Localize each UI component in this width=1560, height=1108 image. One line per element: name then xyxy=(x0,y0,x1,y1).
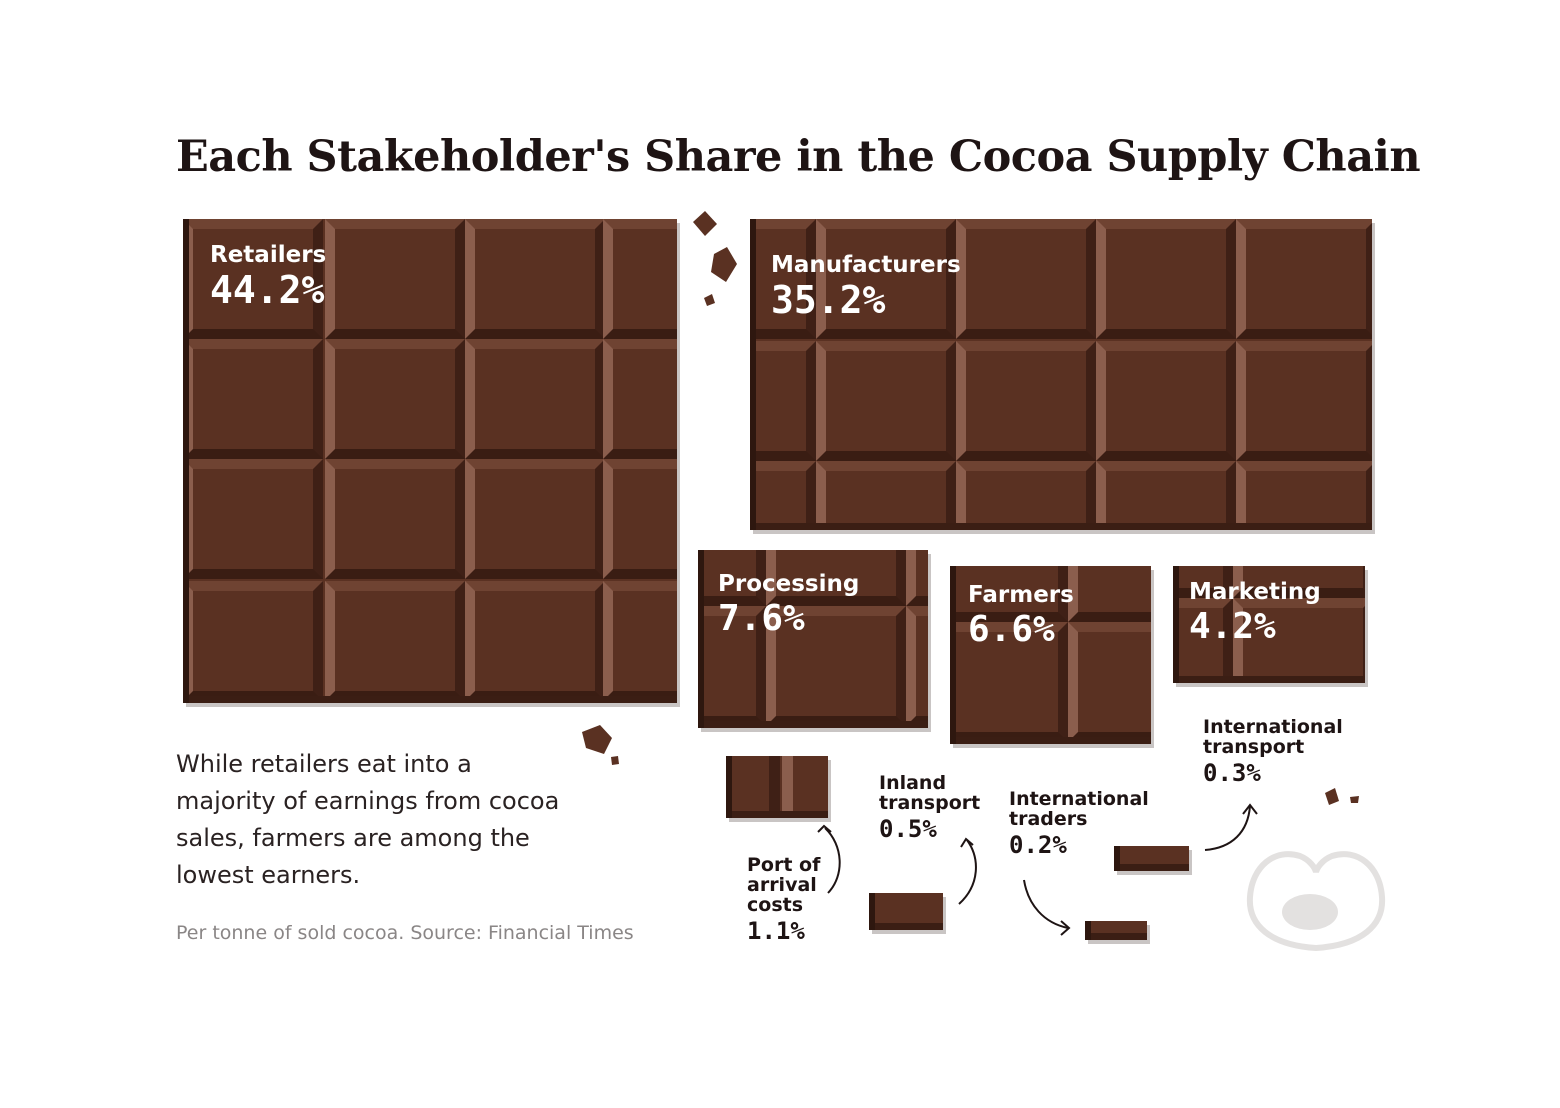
chocolate-piece-port-of-arrival xyxy=(726,756,780,818)
curved-arrow-icon xyxy=(817,803,1258,936)
chocolate-piece-manufacturers xyxy=(1096,219,1236,339)
label-processing-name: Processing xyxy=(718,571,860,597)
chocolate-piece-retailers xyxy=(325,339,465,459)
chocolate-piece-farmers xyxy=(950,566,1068,622)
label-port-of-arrival-name: Port of arrival costs xyxy=(747,854,821,916)
chocolate-piece-processing xyxy=(766,550,906,606)
chocolate-piece-manufacturers xyxy=(816,341,956,461)
bar-marketing xyxy=(1173,566,1365,683)
chocolate-piece-processing xyxy=(698,550,766,606)
chocolate-piece-manufacturers xyxy=(816,461,956,530)
bar-farmers xyxy=(950,566,1151,744)
label-farmers-name: Farmers xyxy=(968,582,1074,608)
label-farmers: Farmers 6.6% xyxy=(968,582,1074,651)
chocolate-piece-inland-transport xyxy=(869,893,943,930)
subtitle: While retailers eat into a majority of e… xyxy=(176,750,560,889)
chocolate-piece-retailers xyxy=(325,219,465,339)
chocolate-piece-manufacturers xyxy=(956,219,1096,339)
label-processing-value: 7.6% xyxy=(718,598,805,640)
chocolate-piece-retailers xyxy=(603,339,677,459)
bar-inland-transport xyxy=(869,893,943,930)
chocolate-piece-manufacturers xyxy=(1236,219,1372,339)
chocolate-piece-processing xyxy=(766,606,906,726)
chocolate-piece-manufacturers xyxy=(750,341,816,461)
chocolate-piece-retailers xyxy=(183,339,323,459)
label-marketing: Marketing 4.2% xyxy=(1189,579,1321,648)
chocolate-piece-farmers xyxy=(1068,622,1151,742)
chocolate-piece-manufacturers xyxy=(750,219,816,339)
chocolate-piece-port-of-arrival xyxy=(782,756,828,818)
chocolate-piece-marketing xyxy=(1233,598,1365,683)
chocolate-piece-retailers xyxy=(183,459,323,579)
chocolate-piece-retailers xyxy=(603,459,677,579)
label-international-traders-value: 0.2% xyxy=(1009,831,1067,859)
label-marketing-name: Marketing xyxy=(1189,579,1321,605)
bar-retailers xyxy=(183,219,677,703)
chocolate-piece-international-traders xyxy=(1085,921,1147,940)
label-retailers-name: Retailers xyxy=(210,242,327,268)
chocolate-piece-manufacturers xyxy=(750,461,816,530)
chocolate-piece-retailers xyxy=(603,219,677,339)
label-international-traders-name: International traders xyxy=(1009,788,1149,830)
label-inland-transport-name: Inland transport xyxy=(879,772,981,814)
chocolate-piece-farmers xyxy=(950,622,1068,742)
label-port-of-arrival: Port of arrival costs 1.1% xyxy=(747,854,857,945)
label-marketing-value: 4.2% xyxy=(1189,606,1276,648)
source-note: Per tonne of sold cocoa. Source: Financi… xyxy=(176,922,634,944)
chocolate-piece-marketing xyxy=(1233,566,1365,598)
bar-manufacturers xyxy=(750,219,1372,530)
label-manufacturers-name: Manufacturers xyxy=(771,252,961,278)
chocolate-piece-retailers xyxy=(465,339,605,459)
chocolate-piece-manufacturers xyxy=(956,341,1096,461)
bar-international-transport xyxy=(1114,846,1189,871)
chocolate-piece-retailers xyxy=(603,581,677,701)
chocolate-crumb-icon xyxy=(582,211,1359,805)
chocolate-piece-manufacturers xyxy=(956,461,1096,530)
chocolate-piece-retailers xyxy=(183,581,323,701)
bar-processing xyxy=(698,550,928,728)
chocolate-piece-processing xyxy=(906,606,928,726)
chocolate-piece-international-transport xyxy=(1114,846,1189,871)
label-international-traders: International traders 0.2% xyxy=(1009,788,1169,859)
label-retailers-value: 44.2% xyxy=(210,268,325,313)
chocolate-piece-retailers xyxy=(465,459,605,579)
chocolate-piece-marketing xyxy=(1173,598,1233,683)
bar-port-of-arrival xyxy=(726,756,828,818)
chocolate-piece-manufacturers xyxy=(1096,341,1236,461)
chocolate-piece-retailers xyxy=(465,219,605,339)
label-retailers: Retailers 44.2% xyxy=(210,242,327,313)
label-international-transport-name: International transport xyxy=(1203,716,1343,758)
chocolate-piece-manufacturers xyxy=(1236,341,1372,461)
chocolate-piece-processing xyxy=(698,606,766,726)
label-inland-transport: Inland transport 0.5% xyxy=(879,772,999,843)
chocolate-piece-manufacturers xyxy=(1236,461,1372,530)
label-manufacturers-value: 35.2% xyxy=(771,278,886,323)
visual-capitalist-logo xyxy=(1246,851,1386,952)
label-port-of-arrival-value: 1.1% xyxy=(747,917,805,945)
chocolate-piece-marketing xyxy=(1173,566,1233,598)
chocolate-piece-processing xyxy=(906,550,928,606)
label-inland-transport-value: 0.5% xyxy=(879,815,937,843)
chocolate-piece-manufacturers xyxy=(816,219,956,339)
chocolate-piece-retailers xyxy=(325,459,465,579)
chocolate-piece-retailers xyxy=(465,581,605,701)
bar-international-traders xyxy=(1085,921,1147,940)
chocolate-piece-farmers xyxy=(1068,566,1151,622)
chocolate-piece-retailers xyxy=(183,219,323,339)
chocolate-piece-retailers xyxy=(325,581,465,701)
label-manufacturers: Manufacturers 35.2% xyxy=(771,252,961,323)
chart-title: Each Stakeholder's Share in the Cocoa Su… xyxy=(176,132,1421,182)
label-farmers-value: 6.6% xyxy=(968,609,1055,651)
label-international-transport: International transport 0.3% xyxy=(1203,716,1373,787)
label-international-transport-value: 0.3% xyxy=(1203,759,1261,787)
label-processing: Processing 7.6% xyxy=(718,571,860,640)
chocolate-piece-manufacturers xyxy=(1096,461,1236,530)
